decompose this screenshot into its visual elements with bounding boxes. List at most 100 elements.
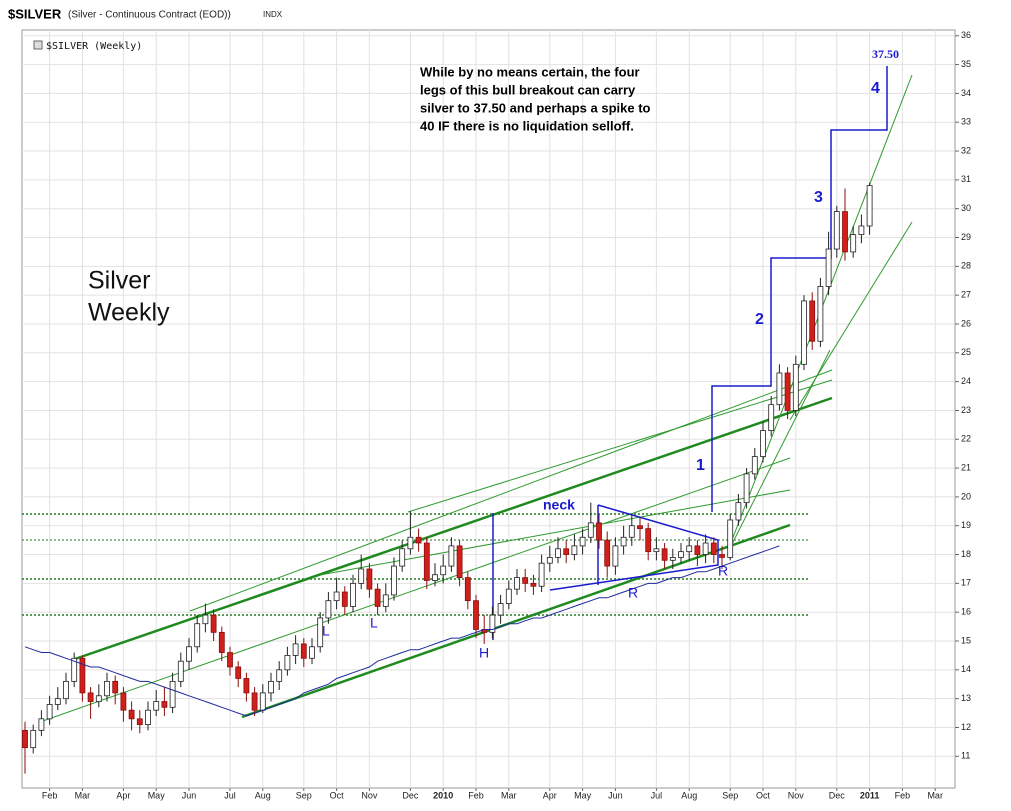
grid: 1112131415161718192021222324252627282930… [22, 30, 971, 800]
candle-body [489, 614, 496, 633]
candle-body [202, 614, 209, 625]
candle-body [292, 643, 299, 656]
candle-body [63, 680, 69, 700]
trendline [407, 379, 833, 513]
candle-body [358, 568, 365, 584]
pattern-label: L [370, 615, 378, 631]
exchange: INDX [263, 10, 283, 19]
y-tick-label: 30 [961, 203, 971, 213]
projection-steps [711, 66, 888, 512]
candle-body [259, 692, 266, 711]
x-tick-label: Jun [182, 790, 197, 800]
y-tick-label: 18 [961, 549, 971, 559]
candle-body [440, 565, 447, 576]
x-tick-label: Sep [722, 790, 738, 800]
y-tick-label: 33 [961, 117, 971, 127]
candle-body [620, 536, 627, 547]
y-tick-label: 35 [961, 59, 971, 69]
y-tick-label: 29 [961, 232, 971, 242]
plot-frame [21, 29, 956, 789]
legend-icon [33, 40, 43, 50]
candle-body [243, 678, 250, 694]
candle-body [407, 536, 414, 550]
candle-body [112, 680, 119, 694]
x-tick-label: Dec [402, 790, 419, 800]
candle-body [587, 522, 594, 538]
pattern-label: H [479, 645, 489, 661]
trendline [71, 396, 833, 662]
trendline [789, 221, 913, 421]
candle-body [776, 372, 783, 406]
candle-body [645, 528, 652, 553]
candle-body [866, 185, 873, 227]
x-tick-label: Oct [756, 790, 771, 800]
candle-body [653, 548, 660, 553]
y-tick-label: 13 [961, 693, 971, 703]
x-tick-label: 2010 [433, 790, 453, 800]
trendline [241, 523, 791, 719]
candle-body [555, 548, 561, 558]
trendlines [22, 66, 913, 723]
trendline [727, 349, 831, 553]
y-tick-label: 36 [961, 30, 971, 40]
candle-body [120, 692, 127, 711]
candle-body [382, 594, 389, 607]
candle-body [751, 456, 758, 475]
y-tick-label: 17 [961, 578, 971, 588]
candle-body [604, 539, 611, 567]
candle-body [391, 565, 397, 596]
x-tick-label: Aug [255, 790, 271, 800]
x-tick-label: Apr [116, 790, 130, 800]
candle-body [366, 568, 373, 590]
candle-body [95, 695, 102, 702]
y-tick-label: 25 [961, 347, 971, 357]
plot-area [21, 29, 956, 789]
y-tick-label: 20 [961, 491, 971, 501]
candle-body [38, 718, 45, 731]
candle-body [317, 617, 324, 648]
candle-body [87, 692, 94, 702]
candle-body [128, 709, 135, 720]
candles [22, 182, 873, 774]
candle-body [136, 718, 143, 725]
candle-body [399, 548, 406, 567]
y-tick-label: 34 [961, 88, 971, 98]
candle-body [858, 225, 865, 236]
x-tick-label: Nov [788, 790, 805, 800]
candle-body [423, 542, 430, 581]
candle-body [530, 582, 537, 587]
heading: Silver [88, 267, 151, 295]
x-tick-label: May [574, 790, 592, 800]
candle-body [374, 588, 381, 607]
leg-label: 4 [871, 80, 880, 97]
candle-body [309, 646, 315, 659]
y-tick-label: 24 [961, 376, 971, 386]
candle-body [79, 657, 86, 694]
candle-body [251, 692, 258, 711]
x-tick-label: 2011 [860, 790, 880, 800]
candle-body [735, 502, 742, 521]
candle-body [612, 545, 619, 567]
note-line: 40 IF there is no liquidation selloff. [420, 118, 634, 133]
candle-body [71, 657, 78, 682]
target-label: 37.50 [872, 47, 899, 61]
candle-body [505, 588, 512, 604]
trendline [189, 369, 833, 612]
candle-body [456, 545, 463, 579]
candle-body [333, 591, 340, 602]
x-tick-label: Jul [651, 790, 663, 800]
candle-body [325, 600, 332, 619]
leg-label: 3 [814, 189, 823, 206]
note-line: silver to 37.50 and perhaps a spike to [420, 100, 651, 115]
trendline [39, 457, 791, 723]
x-tick-label: Sep [296, 790, 312, 800]
candle-body [227, 652, 233, 668]
x-tick-label: Apr [543, 790, 557, 800]
title: $SILVER [8, 6, 62, 21]
candle-body [792, 363, 799, 411]
y-tick-label: 15 [961, 635, 971, 645]
subtitle: (Silver - Continuous Contract (EOD)) [68, 10, 231, 21]
x-tick-label: Feb [468, 790, 484, 800]
candle-body [235, 666, 242, 679]
